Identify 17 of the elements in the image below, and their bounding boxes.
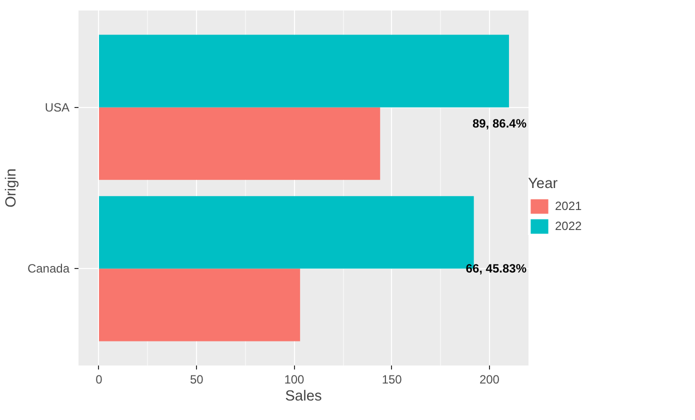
x-tick-label: 100 bbox=[284, 372, 305, 386]
bar bbox=[99, 34, 509, 108]
y-axis-title: Origin bbox=[3, 168, 20, 208]
y-tick-label: USA bbox=[44, 100, 70, 114]
x-axis-title: Sales bbox=[285, 388, 322, 404]
annotation: 66, 45.83% bbox=[466, 262, 527, 276]
annotation: 89, 86.4% bbox=[472, 116, 527, 130]
legend-title: Year bbox=[528, 176, 559, 192]
x-tick-label: 150 bbox=[382, 372, 402, 386]
bar bbox=[99, 107, 380, 180]
bar bbox=[99, 268, 300, 342]
y-tick-label: Canada bbox=[27, 262, 70, 276]
legend-label: 2022 bbox=[555, 219, 582, 233]
x-tick-label: 200 bbox=[479, 372, 500, 386]
x-tick-label: 0 bbox=[96, 372, 103, 386]
legend-label: 2021 bbox=[555, 199, 582, 213]
x-tick-label: 50 bbox=[190, 372, 204, 386]
